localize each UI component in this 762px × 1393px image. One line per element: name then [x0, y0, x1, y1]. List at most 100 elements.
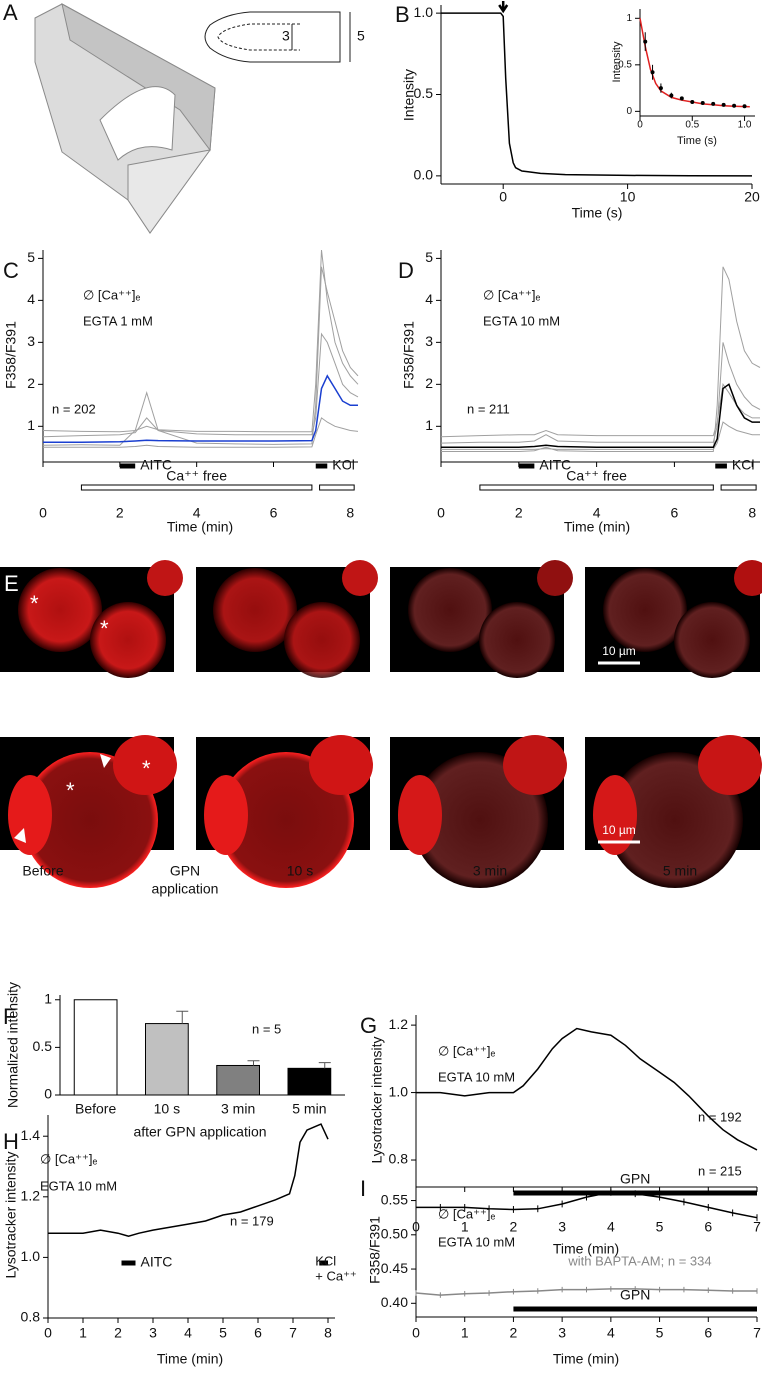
interval-label: KCl [332, 457, 355, 473]
arrowhead [14, 828, 26, 843]
schematic-inner [217, 23, 300, 51]
y-tick-label: 3 [27, 333, 35, 349]
cell [593, 775, 637, 855]
x-tick-label: 5 [219, 1325, 227, 1341]
x-tick-label: 0.5 [685, 120, 699, 131]
cell [90, 602, 166, 678]
annotation: n = 202 [52, 401, 96, 416]
annotation: ∅ [Ca⁺⁺]ₑ [438, 1206, 496, 1221]
x-tick-label: 0 [44, 1325, 52, 1341]
x-tick-label: 0 [412, 1325, 420, 1341]
panel-a: A 3 5 [3, 0, 365, 234]
panel-letter: F [3, 1004, 16, 1029]
series-line [43, 374, 358, 444]
point [643, 39, 648, 44]
x-tick-label: 2 [116, 505, 124, 521]
x-tick-label: 2 [114, 1325, 122, 1341]
y-tick-label: 1 [626, 13, 632, 24]
star: * [66, 778, 75, 803]
cell [408, 568, 492, 652]
x-tick-label: 7 [753, 1325, 761, 1341]
annotation: n = 192 [698, 1109, 742, 1124]
x-tick-label: 8 [748, 505, 756, 521]
x-tick-label: 4 [607, 1325, 615, 1341]
interval-label: Ca⁺⁺ free [566, 468, 627, 484]
error-bar [318, 1062, 331, 1069]
x-tick-label: 0 [39, 505, 47, 521]
x-tick-label: 5 [656, 1219, 664, 1235]
panel-letter: B [395, 2, 410, 27]
interval-bar [513, 1306, 757, 1312]
x-tick-label: 4 [593, 505, 601, 521]
cell [147, 560, 183, 596]
interval-bar [119, 463, 136, 469]
cell [309, 735, 373, 795]
y-tick-label: 0.8 [389, 1151, 409, 1167]
y-axis-label: Lysotracker intensity [3, 1151, 19, 1278]
x-tick-label: 7 [289, 1325, 297, 1341]
y-tick-label: 5 [27, 249, 35, 265]
x-tick-label: 6 [270, 505, 278, 521]
point [650, 70, 655, 75]
x-tick-label: 2 [510, 1325, 518, 1341]
x-tick-label: 20 [744, 189, 760, 205]
series-line [42, 332, 359, 438]
dimension-label: 3 [282, 28, 290, 44]
cell [213, 568, 297, 652]
annotation: n = 5 [252, 1021, 281, 1036]
panel-letter: A [3, 0, 18, 25]
point [669, 93, 674, 98]
y-tick-label: 2 [27, 375, 35, 391]
point [690, 100, 695, 105]
star: * [142, 756, 151, 781]
y-axis-label: Normalized intensity [5, 982, 21, 1108]
point [732, 103, 737, 108]
cell [698, 735, 762, 795]
x-axis-label: after GPN application [133, 1124, 266, 1140]
arrow [498, 1, 509, 14]
x-tick-label: 1 [461, 1325, 469, 1341]
x-tick-label: 5 min [292, 1101, 326, 1117]
cell [18, 568, 102, 652]
y-tick-label: 0.50 [381, 1226, 408, 1242]
interval-label: AITC [141, 1254, 173, 1270]
cell [342, 560, 378, 596]
x-tick-label: 3 [558, 1219, 566, 1235]
cell [603, 568, 687, 652]
error-bar [176, 1010, 189, 1024]
y-axis-label: F358/F391 [3, 321, 19, 389]
y-tick-label: 1.2 [21, 1188, 41, 1204]
y-tick-label: 0.0 [414, 167, 434, 183]
y-axis-label: F358/F391 [401, 321, 417, 389]
annotation: ∅ [Ca⁺⁺]ₑ [438, 1043, 496, 1058]
bar [145, 1023, 189, 1096]
panel-e: E * * 10 µm * * 10 µm Before GPN applica… [0, 560, 762, 897]
cell [479, 602, 555, 678]
interval-label: AITC [539, 457, 571, 473]
x-tick-label: 1 [79, 1325, 87, 1341]
series-line [42, 266, 359, 446]
y-tick-label: 4 [425, 291, 433, 307]
interval-box [319, 484, 355, 491]
caption: 3 min [473, 863, 507, 879]
x-tick-label: 8 [324, 1325, 332, 1341]
y-axis-label: Intensity [611, 41, 623, 82]
x-tick-label: 3 min [221, 1101, 255, 1117]
point [711, 101, 716, 106]
arrowhead [100, 754, 111, 768]
x-tick-label: 1.0 [738, 120, 752, 131]
series-line [416, 1027, 758, 1151]
x-tick-label: 4 [607, 1219, 615, 1235]
y-tick-label: 0 [44, 1086, 52, 1102]
interval-bar [315, 463, 328, 469]
y-axis-label: Intensity [401, 69, 417, 121]
x-axis-label: Time (min) [553, 1241, 619, 1257]
annotation: EGTA 10 mM [483, 313, 560, 328]
annotation: ∅ [Ca⁺⁺]ₑ [483, 287, 541, 302]
cell [674, 602, 750, 678]
device-opening [99, 86, 176, 161]
y-tick-label: 0 [626, 106, 632, 117]
cell [537, 560, 573, 596]
x-tick-label: 8 [346, 505, 354, 521]
